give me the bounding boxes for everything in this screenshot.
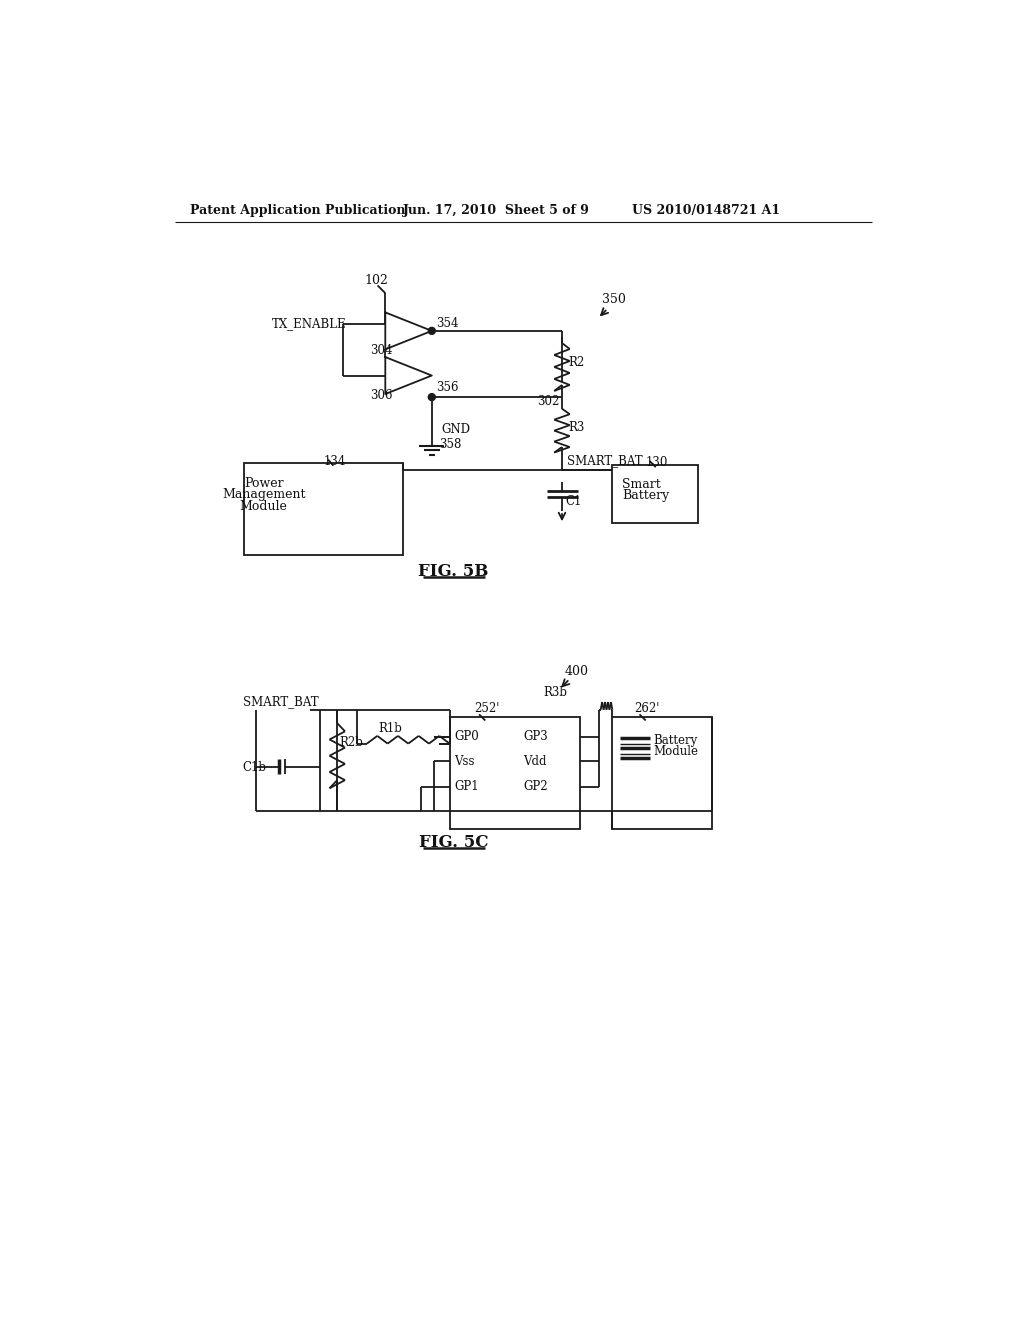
- Text: FIG. 5C: FIG. 5C: [419, 834, 488, 850]
- Text: Jun. 17, 2010  Sheet 5 of 9: Jun. 17, 2010 Sheet 5 of 9: [403, 205, 590, 218]
- Bar: [450, 718, 580, 829]
- Bar: [245, 462, 403, 554]
- Text: Vdd: Vdd: [523, 755, 547, 768]
- Text: 358: 358: [439, 438, 462, 451]
- Text: Patent Application Publication: Patent Application Publication: [190, 205, 406, 218]
- Text: 356: 356: [435, 381, 458, 395]
- Text: GP2: GP2: [523, 780, 548, 793]
- Text: GND: GND: [442, 422, 471, 436]
- Circle shape: [428, 393, 435, 400]
- Text: R3b: R3b: [544, 685, 567, 698]
- Text: Management: Management: [222, 488, 305, 502]
- Text: C1: C1: [565, 495, 582, 508]
- Text: GP3: GP3: [523, 730, 548, 743]
- Text: R1b: R1b: [378, 722, 402, 735]
- Text: Smart: Smart: [623, 478, 662, 491]
- Text: Vss: Vss: [455, 755, 475, 768]
- Text: 134: 134: [324, 454, 346, 467]
- Text: 400: 400: [564, 665, 589, 677]
- Text: R2: R2: [568, 356, 585, 370]
- Text: US 2010/0148721 A1: US 2010/0148721 A1: [632, 205, 780, 218]
- Text: R2b: R2b: [340, 735, 364, 748]
- Text: C1b: C1b: [243, 760, 266, 774]
- Text: 302: 302: [538, 395, 559, 408]
- Text: GP0: GP0: [455, 730, 479, 743]
- Text: SMART_BAT: SMART_BAT: [243, 696, 318, 709]
- Text: 306: 306: [371, 389, 393, 403]
- Circle shape: [428, 327, 435, 334]
- Text: 304: 304: [371, 345, 393, 358]
- Text: 130: 130: [646, 455, 668, 469]
- Bar: [612, 718, 712, 829]
- Text: 262': 262': [634, 702, 659, 714]
- Text: SMART_BAT: SMART_BAT: [567, 454, 643, 467]
- Text: 102: 102: [365, 273, 388, 286]
- Bar: [612, 465, 697, 523]
- Text: Module: Module: [240, 500, 288, 513]
- Text: 350: 350: [602, 293, 626, 306]
- Text: 354: 354: [435, 317, 458, 330]
- Text: Battery: Battery: [653, 734, 697, 747]
- Text: Power: Power: [244, 477, 284, 490]
- Text: Module: Module: [653, 744, 698, 758]
- Text: Battery: Battery: [623, 490, 670, 502]
- Text: 252': 252': [474, 702, 500, 714]
- Text: TX_ENABLE: TX_ENABLE: [271, 317, 346, 330]
- Text: FIG. 5B: FIG. 5B: [419, 564, 488, 581]
- Text: R3: R3: [568, 421, 585, 434]
- Text: GP1: GP1: [455, 780, 479, 793]
